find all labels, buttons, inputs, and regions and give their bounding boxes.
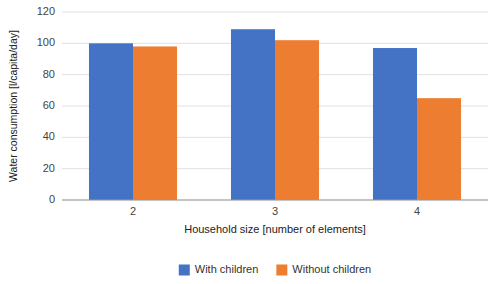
bar	[89, 43, 133, 200]
y-axis-label: Water consumption [l/capita/day]	[7, 30, 19, 182]
legend-swatch	[179, 265, 190, 276]
y-tick-label: 40	[43, 130, 55, 142]
legend-label: With children	[195, 263, 259, 275]
x-tick-label: 3	[272, 205, 278, 217]
grid-line	[62, 12, 488, 13]
bar	[417, 98, 461, 200]
x-tick-label: 2	[130, 205, 136, 217]
x-axis-label: Household size [number of elements]	[184, 223, 366, 235]
x-tick-label: 4	[414, 205, 420, 217]
bar	[373, 48, 417, 200]
x-tick-labels: 2 3 4	[130, 205, 420, 217]
bar	[231, 29, 275, 200]
y-tick-label: 60	[43, 99, 55, 111]
grid-line	[62, 200, 488, 201]
y-tick-label: 0	[49, 193, 55, 205]
bars	[89, 29, 461, 200]
legend-item: With children	[179, 263, 259, 276]
legend: With children Without children	[179, 263, 371, 276]
bar	[275, 40, 319, 200]
x-axis-line	[62, 200, 488, 201]
chart-svg: 0 20 40 60 80 100 120 2 3 4 Household size [number…	[0, 0, 500, 284]
y-tick-label: 20	[43, 162, 55, 174]
y-tick-label: 80	[43, 68, 55, 80]
legend-label: Without children	[292, 263, 371, 275]
chart-container: 0 20 40 60 80 100 120 2 3 4 Household size [number…	[0, 0, 500, 284]
y-grid	[62, 12, 488, 200]
legend-item: Without children	[276, 263, 371, 276]
y-tick-label: 100	[37, 36, 55, 48]
bar	[133, 46, 177, 200]
y-tick-labels: 0 20 40 60 80 100 120	[37, 5, 55, 205]
y-tick-label: 120	[37, 5, 55, 17]
page: {"chart_data": {"type": "bar", "xlabel":…	[0, 0, 500, 284]
legend-swatch	[276, 265, 287, 276]
